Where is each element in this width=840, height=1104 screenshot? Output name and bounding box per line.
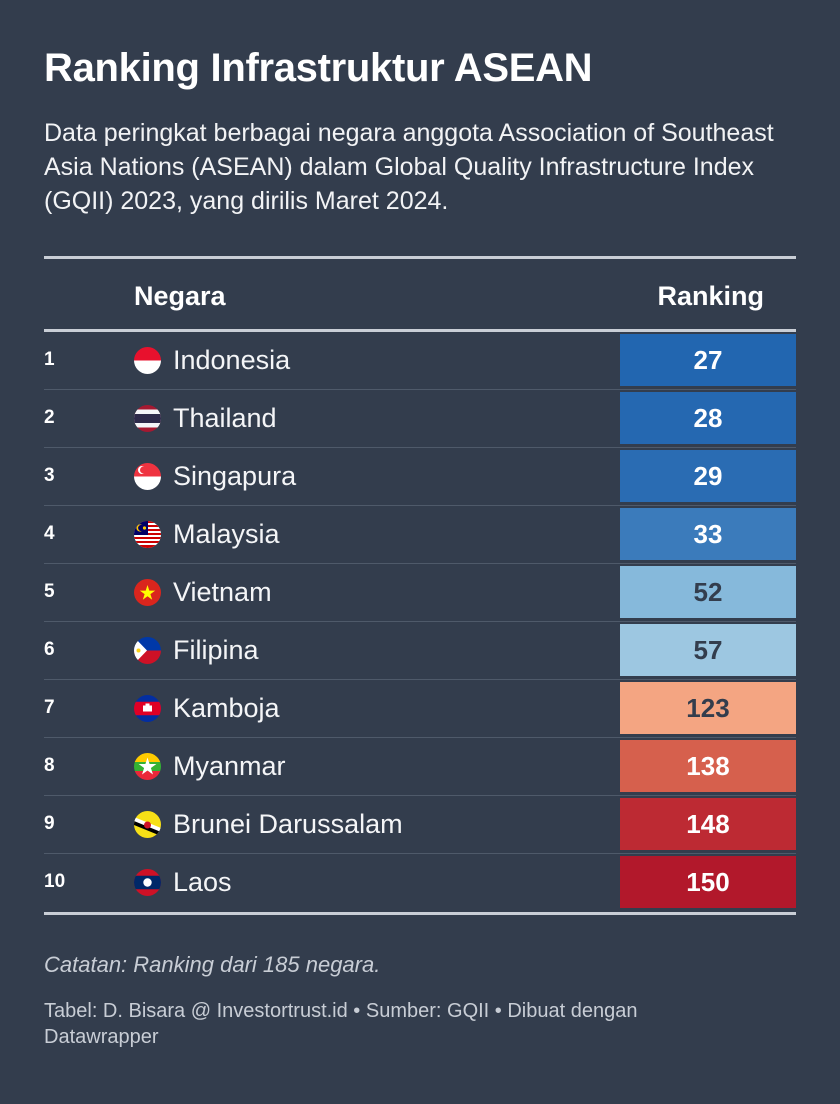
ranking-cell: 27 (620, 334, 796, 386)
thailand-flag-icon (134, 405, 161, 432)
ranking-cell: 150 (620, 856, 796, 908)
country-name: Indonesia (173, 345, 291, 375)
vietnam-flag-icon (134, 579, 161, 606)
ranking-cell: 123 (620, 682, 796, 734)
country-name: Singapura (173, 461, 297, 491)
table-row: 8 Myanmar 138 (44, 738, 796, 796)
country-name: Laos (173, 867, 232, 897)
country-name: Thailand (173, 403, 277, 433)
ranking-cell: 57 (620, 624, 796, 676)
ranking-cell: 138 (620, 740, 796, 792)
philippines-flag-icon (134, 637, 161, 664)
table-bottom-rule (44, 912, 796, 915)
page-title: Ranking Infrastruktur ASEAN (44, 46, 593, 90)
table-row: 2 Thailand 28 (44, 390, 796, 448)
indonesia-flag-icon (134, 347, 161, 374)
ranking-table: Negara Ranking 1 Indonesia 27 2 Thailand 28 3 S… (44, 256, 796, 915)
table-row: 4 Malaysia 33 (44, 506, 796, 564)
row-number: 3 (44, 465, 55, 486)
ranking-cell: 148 (620, 798, 796, 850)
ranking-cell: 33 (620, 508, 796, 560)
row-number: 1 (44, 349, 55, 370)
country-name: Filipina (173, 635, 259, 665)
ranking-cell: 52 (620, 566, 796, 618)
myanmar-flag-icon (134, 753, 161, 780)
cambodia-flag-icon (134, 695, 161, 722)
country-name: Malaysia (173, 519, 280, 549)
table-row: 5 Vietnam 52 (44, 564, 796, 622)
page-subtitle: Data peringkat berbagai negara anggota A… (44, 119, 774, 215)
table-body: 1 Indonesia 27 2 Thailand 28 3 Singapura 29 4 Mala… (44, 332, 796, 912)
row-number: 10 (44, 871, 66, 892)
brunei-flag-icon (134, 811, 161, 838)
country-name: Kamboja (173, 693, 280, 723)
ranking-cell: 28 (620, 392, 796, 444)
footnote: Catatan: Ranking dari 185 negara. (44, 952, 381, 977)
header-ranking[interactable]: Ranking (657, 281, 764, 311)
country-name: Vietnam (173, 577, 272, 607)
table-header-rule (44, 329, 796, 332)
table-row: 6 Filipina 57 (44, 622, 796, 680)
row-number: 7 (44, 697, 55, 718)
header-country[interactable]: Negara (134, 281, 226, 311)
row-number: 8 (44, 755, 55, 776)
row-number: 2 (44, 407, 55, 428)
table-header: Negara Ranking (44, 259, 796, 329)
laos-flag-icon (134, 869, 161, 896)
table-row: 3 Singapura 29 (44, 448, 796, 506)
credit-line: Tabel: D. Bisara @ Investortrust.id • Su… (44, 1000, 638, 1048)
country-name: Brunei Darussalam (173, 809, 403, 839)
ranking-cell: 29 (620, 450, 796, 502)
table-row: 7 Kamboja 123 (44, 680, 796, 738)
row-number: 9 (44, 813, 55, 834)
row-number: 4 (44, 523, 55, 544)
row-number: 5 (44, 581, 55, 602)
singapore-flag-icon (134, 463, 161, 490)
table-row: 1 Indonesia 27 (44, 332, 796, 390)
malaysia-flag-icon (134, 521, 161, 548)
table-top-rule (44, 256, 796, 259)
table-row: 10 Laos 150 (44, 854, 796, 912)
row-number: 6 (44, 639, 55, 660)
table-row: 9 Brunei Darussalam 148 (44, 796, 796, 854)
country-name: Myanmar (173, 751, 286, 781)
